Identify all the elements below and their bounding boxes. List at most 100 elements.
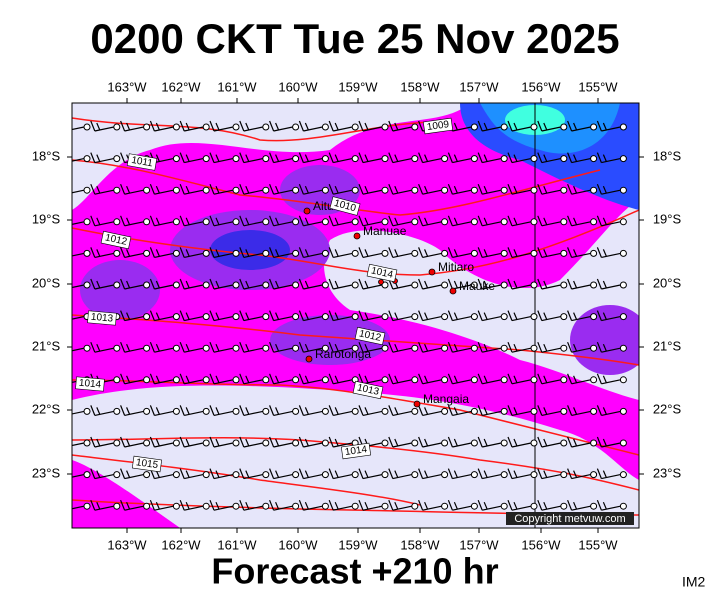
wind-station: [202, 439, 210, 447]
wind-barb: [601, 410, 621, 416]
wind-barb: [483, 154, 488, 162]
wind-barb: [185, 375, 190, 384]
wind-barb: [94, 347, 114, 353]
wind-barb: [483, 280, 488, 289]
wind-barb: [269, 183, 275, 195]
wind-barb: [537, 278, 543, 290]
wind-barb: [507, 373, 513, 385]
wind-barb: [511, 379, 532, 385]
lat-label: 22°S: [32, 401, 61, 416]
wind-barb: [275, 217, 280, 226]
wind-station: [411, 471, 419, 479]
wind-barb: [304, 407, 309, 415]
wind-barb: [364, 343, 369, 352]
wind-barb: [482, 221, 502, 227]
wind-station: [292, 344, 300, 352]
wind-barb: [422, 252, 442, 258]
wind-barb: [215, 501, 220, 510]
wind-barb: [388, 499, 394, 511]
lat-label: 19°S: [653, 211, 682, 226]
wind-barb: [537, 120, 543, 132]
wind-station: [470, 186, 478, 194]
wind-barb: [120, 499, 126, 511]
wind-station: [232, 218, 240, 226]
wind-barb: [358, 183, 364, 195]
wind-barb: [364, 249, 369, 257]
wind-barb: [541, 284, 561, 290]
wind-barb: [358, 405, 364, 416]
wind-barb: [477, 120, 483, 132]
wind-barb: [571, 442, 591, 448]
wind-barb: [358, 310, 364, 321]
wind-barb: [571, 284, 591, 290]
wind-barb: [120, 310, 126, 321]
wind-barb: [543, 122, 548, 131]
wind-barb: [126, 407, 131, 415]
wind-station: [560, 439, 568, 447]
wind-barb: [303, 474, 323, 480]
wind-barb: [543, 407, 548, 415]
lon-label: 161°W: [217, 79, 257, 94]
wind-station: [381, 123, 389, 131]
wind-barb: [124, 284, 144, 290]
wind-station: [143, 376, 151, 384]
wind-barb: [418, 183, 424, 195]
wind-barb: [334, 407, 339, 415]
wind-barb: [388, 310, 394, 321]
wind-barb: [392, 221, 412, 227]
wind-barb: [209, 120, 215, 132]
wind-barb: [596, 247, 602, 258]
wind-station: [113, 123, 121, 131]
lat-label: 20°S: [653, 275, 682, 290]
wind-barb: [243, 126, 263, 132]
wind-barb: [215, 407, 220, 415]
wind-barb: [567, 341, 573, 353]
wind-barb: [184, 126, 204, 132]
wind-barb: [126, 185, 131, 194]
wind-barb: [424, 280, 429, 289]
wind-barb: [364, 407, 369, 415]
wind-barb: [482, 158, 502, 164]
wind-barb: [179, 247, 185, 258]
wind-barb: [304, 375, 309, 384]
wind-barb: [392, 189, 412, 195]
wind-barb: [482, 252, 502, 258]
wind-barb: [185, 438, 190, 447]
wind-barb: [209, 278, 215, 290]
wind-barb: [543, 249, 548, 257]
wind-barb: [213, 158, 234, 164]
wind-barb: [334, 501, 339, 510]
wind-station: [321, 439, 329, 447]
wind-barb: [541, 347, 561, 353]
wind-barb: [209, 215, 215, 227]
wind-station: [143, 281, 151, 289]
wind-barb: [215, 312, 220, 320]
wind-barb: [601, 189, 621, 195]
wind-barb: [90, 436, 96, 448]
wind-station: [530, 502, 538, 510]
wind-barb: [541, 379, 561, 385]
wind-station: [619, 249, 627, 257]
wind-barb: [126, 501, 131, 510]
wind-barb: [511, 284, 532, 290]
wind-barb: [392, 126, 412, 132]
wind-barb: [185, 501, 190, 510]
lon-label: 155°W: [578, 537, 618, 552]
lon-label: 159°W: [338, 79, 378, 94]
wind-barb: [215, 470, 220, 478]
wind-barb: [602, 470, 607, 478]
wind-barb: [482, 126, 502, 132]
wind-barb: [447, 310, 453, 321]
wind-station: [470, 249, 478, 257]
wind-barb: [154, 316, 174, 322]
wind-station: [172, 502, 180, 510]
wind-barb: [422, 410, 442, 416]
wind-barb: [96, 249, 101, 257]
wind-station: [560, 123, 568, 131]
wind-station: [83, 407, 91, 415]
place-name: Mangaia: [423, 392, 469, 406]
wind-barb: [333, 316, 353, 322]
wind-station: [113, 249, 121, 257]
wind-station: [470, 502, 478, 510]
wind-barb: [418, 436, 424, 448]
